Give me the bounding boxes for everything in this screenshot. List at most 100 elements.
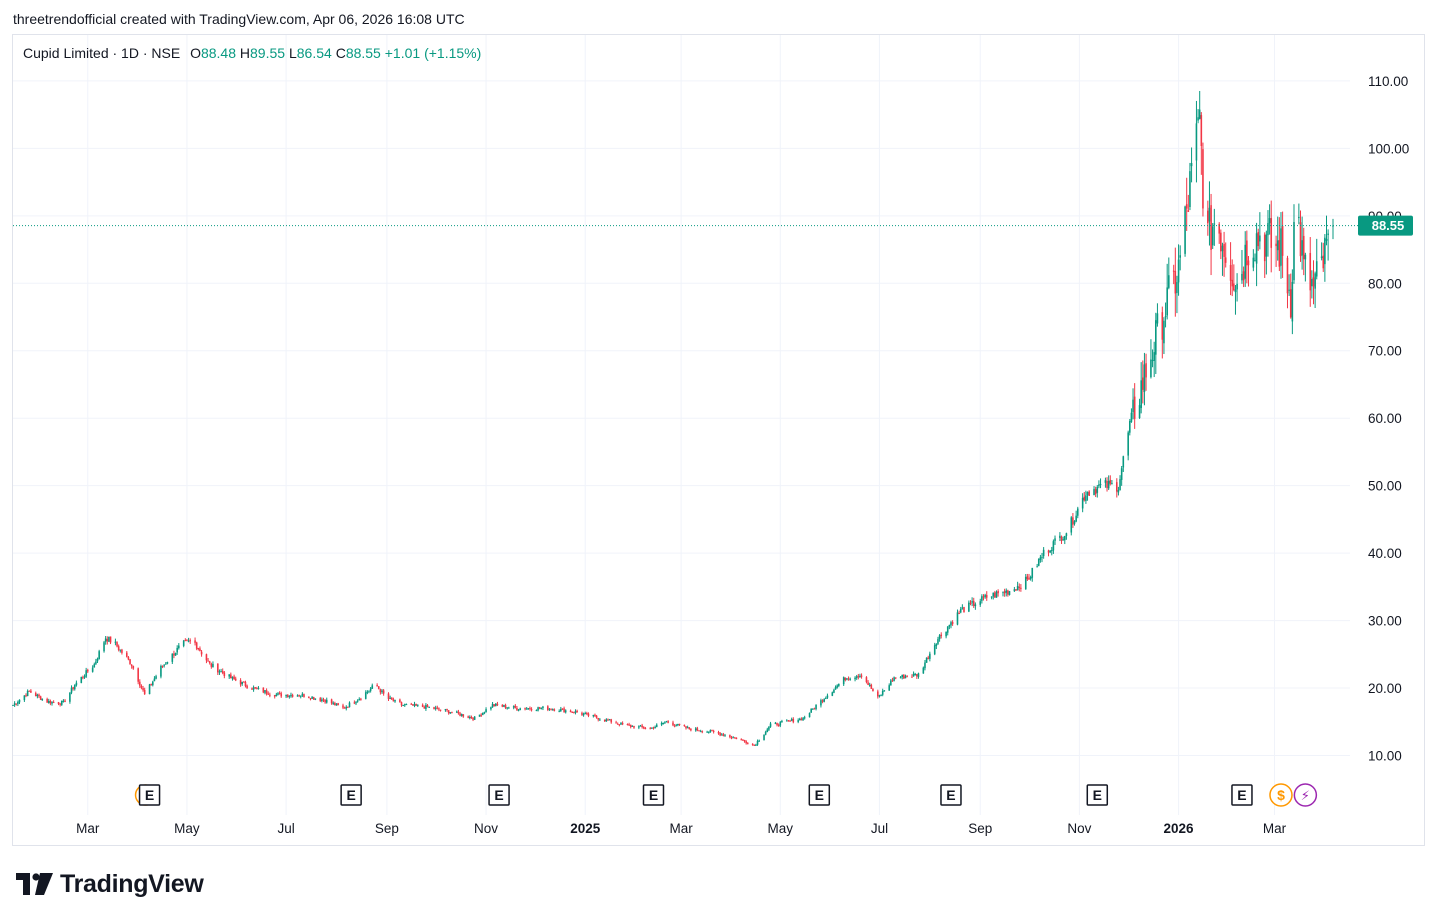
candle-body: [958, 613, 960, 615]
candle-body: [446, 708, 448, 711]
candle-body: [273, 694, 276, 697]
candle-body: [389, 697, 391, 699]
price-axis[interactable]: 10.00 20.00 30.00 40.00 50.00 60.00 70.00 80.00…: [1368, 74, 1409, 764]
candle-body: [638, 726, 640, 728]
candle-body: [641, 725, 643, 728]
candle-body: [161, 665, 164, 667]
candle-body: [129, 659, 131, 665]
candle-body: [241, 681, 244, 685]
candle-body: [1003, 591, 1006, 594]
candle-body: [286, 694, 289, 697]
candle-body: [787, 720, 790, 722]
candle-body: [1236, 283, 1238, 290]
candle-body: [1268, 218, 1271, 224]
candle-body: [1213, 223, 1216, 225]
candle-body: [309, 698, 312, 700]
candle-body: [846, 678, 848, 680]
earnings-event-icon: [940, 784, 962, 806]
candle-body: [803, 717, 806, 719]
candle-body: [347, 706, 349, 708]
candle-body: [631, 725, 634, 727]
candle-body: [651, 727, 653, 729]
candle-body: [758, 740, 760, 742]
candle-body: [403, 704, 406, 706]
earnings-event-icon: [340, 784, 362, 806]
candle-body: [265, 690, 268, 694]
candle-body: [381, 690, 383, 693]
tradingview-logo[interactable]: TradingView: [16, 868, 204, 900]
earnings-event-icon: [138, 784, 161, 806]
symbol-legend: Cupid Limited · 1D · NSE O88.48 H89.55 L…: [23, 45, 481, 61]
candle-body: [516, 708, 518, 710]
candle-body: [883, 690, 886, 692]
candle-body: [114, 641, 117, 643]
candle-body: [766, 729, 769, 733]
candle-body: [649, 728, 652, 730]
price-tick-label: 10.00: [1368, 749, 1402, 764]
candle-body: [529, 707, 531, 709]
candle-body: [951, 621, 954, 625]
candle-body: [537, 707, 539, 711]
candle-body: [1315, 261, 1318, 277]
candle-body: [342, 705, 344, 708]
candle-body: [956, 612, 959, 625]
candle-body: [1133, 396, 1136, 419]
candle-body: [712, 730, 715, 732]
candle-body: [685, 726, 687, 729]
candle-body: [1005, 590, 1008, 593]
candle-body: [701, 731, 704, 733]
candle-body: [425, 704, 427, 709]
candle-body: [400, 702, 403, 706]
candle-body: [561, 708, 564, 710]
candle-body: [994, 592, 996, 598]
candle-body: [746, 743, 749, 745]
candle-body: [478, 714, 481, 717]
candle-body: [252, 687, 255, 690]
candle-body: [200, 651, 203, 655]
candle-body: [217, 663, 219, 673]
candle-body: [995, 591, 998, 598]
symbol-name[interactable]: Cupid Limited · 1D · NSE: [23, 45, 181, 61]
candle-body: [1060, 536, 1063, 541]
candle-body: [173, 653, 175, 656]
candle-body: [379, 689, 382, 693]
candle-body: [256, 688, 258, 690]
candle-body: [825, 698, 827, 700]
candle-body: [1257, 232, 1260, 247]
candle-body: [810, 708, 812, 713]
candle-body: [438, 708, 440, 710]
candle-body: [857, 676, 860, 678]
candle-body: [178, 645, 180, 649]
candle-body: [1063, 535, 1066, 541]
candle-body: [1223, 243, 1225, 257]
earnings-event-label: E: [145, 787, 154, 803]
candle-body: [278, 692, 281, 694]
candle-body: [59, 703, 61, 705]
candle-body: [423, 707, 426, 709]
candle-body: [382, 690, 385, 694]
candle-body: [616, 723, 619, 725]
split-event-icon: [1293, 783, 1318, 807]
time-tick-label: Mar: [1263, 821, 1287, 836]
candle-body: [764, 731, 767, 735]
candle-body: [410, 703, 413, 705]
candle-body: [615, 722, 617, 724]
candle-body: [348, 702, 351, 708]
candle-body: [125, 652, 128, 657]
candle-body: [662, 723, 665, 725]
candle-body: [990, 596, 993, 598]
candle-body: [174, 652, 177, 656]
candle-body: [1234, 289, 1237, 293]
candle-body: [743, 739, 746, 742]
low-value: 86.54: [296, 45, 332, 61]
candle-body: [1107, 481, 1110, 489]
time-axis[interactable]: Mar May Jul Sep Nov 2025 Mar May Jul Sep Nov 2026 Ma…: [76, 821, 1286, 836]
candle-body: [451, 711, 453, 713]
candle-body: [1252, 257, 1255, 268]
candle-body: [729, 735, 731, 738]
last-price-tag: 88.55: [1358, 215, 1413, 236]
candle-body: [740, 739, 743, 741]
candle-body: [1042, 549, 1045, 557]
candle-body: [1153, 352, 1155, 361]
